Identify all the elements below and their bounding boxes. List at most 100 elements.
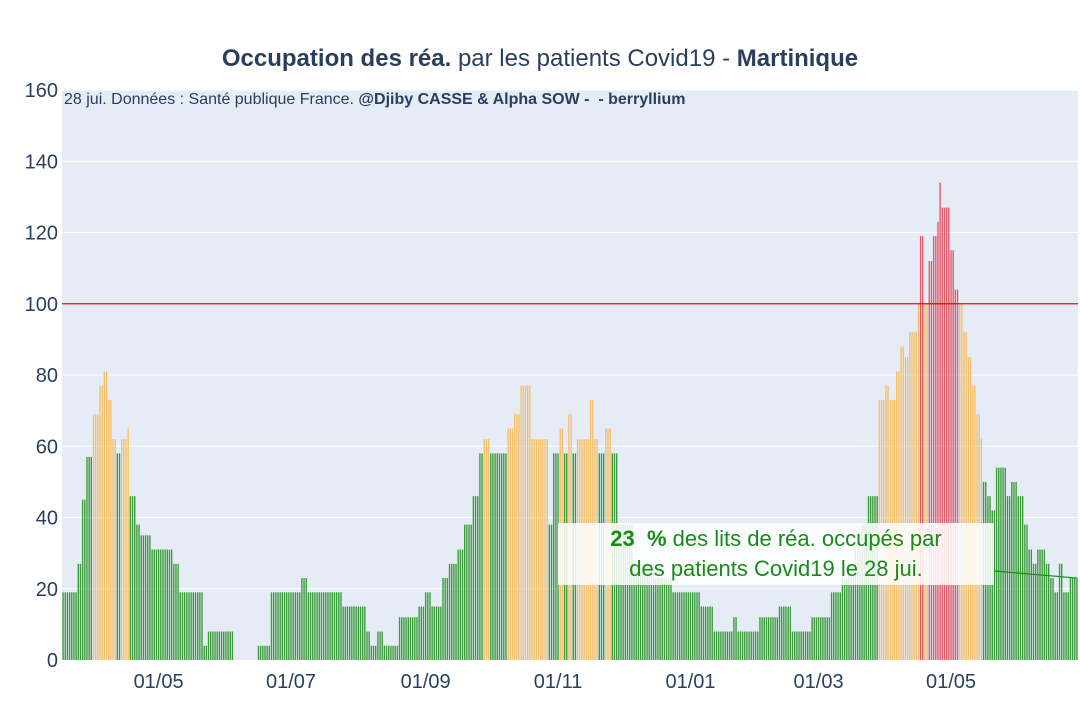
bar xyxy=(162,549,164,660)
bar xyxy=(214,631,216,660)
bar xyxy=(140,535,142,660)
bar xyxy=(722,631,724,660)
bar xyxy=(672,592,674,660)
bar xyxy=(275,592,277,660)
bar xyxy=(865,524,868,661)
bar xyxy=(648,563,650,660)
bar xyxy=(715,631,718,660)
bar xyxy=(709,606,711,660)
bar xyxy=(820,617,822,660)
bar xyxy=(268,645,271,660)
bar xyxy=(123,439,125,661)
bar xyxy=(909,332,911,660)
bar xyxy=(448,563,451,660)
bar xyxy=(796,631,798,660)
bar xyxy=(900,346,902,660)
bar xyxy=(181,592,184,660)
bar xyxy=(487,439,490,661)
bar xyxy=(676,592,679,660)
bar xyxy=(904,357,907,660)
bar xyxy=(737,631,739,660)
bar xyxy=(416,617,418,660)
bar xyxy=(774,617,776,660)
bar xyxy=(642,563,644,660)
bar xyxy=(998,467,1000,661)
y-tick-label: 80 xyxy=(36,365,58,387)
y-tick-label: 0 xyxy=(47,650,58,672)
bar xyxy=(941,207,944,660)
bar xyxy=(283,592,286,660)
bar xyxy=(353,606,355,660)
bar xyxy=(689,592,692,660)
subtitle-source: 28 jui. Données : Santé publique France. xyxy=(64,91,358,108)
bar xyxy=(266,645,268,660)
bar xyxy=(670,578,672,660)
bar xyxy=(659,578,661,660)
bar xyxy=(950,250,952,660)
bar xyxy=(490,453,492,661)
bar xyxy=(817,617,820,660)
bar xyxy=(227,631,229,660)
bar xyxy=(418,606,420,660)
bar xyxy=(744,631,746,660)
bar xyxy=(828,617,831,660)
bar xyxy=(794,631,796,660)
bar xyxy=(1019,496,1022,661)
bar xyxy=(290,592,292,660)
x-tick-label: 01/03 xyxy=(794,671,844,693)
bar xyxy=(1048,563,1050,660)
bar xyxy=(789,606,792,660)
bar xyxy=(839,592,841,660)
y-tick-label: 120 xyxy=(25,223,58,245)
bar xyxy=(1015,481,1017,661)
bar xyxy=(481,453,483,661)
bar xyxy=(930,261,933,660)
bar xyxy=(318,592,320,660)
bar xyxy=(961,303,963,660)
x-tick-label: 01/09 xyxy=(401,671,451,693)
bar xyxy=(231,631,234,660)
bar xyxy=(305,578,307,660)
bar xyxy=(351,606,353,660)
bar xyxy=(1008,496,1011,661)
bar xyxy=(668,578,670,660)
bar xyxy=(1061,563,1063,660)
bar xyxy=(325,592,327,660)
x-tick-label: 01/05 xyxy=(134,671,184,693)
bar xyxy=(1045,563,1048,660)
x-tick-label: 01/11 xyxy=(534,671,583,693)
bar xyxy=(548,524,551,661)
bar xyxy=(919,236,922,660)
bar xyxy=(665,578,668,660)
bar xyxy=(811,617,813,660)
bar xyxy=(116,453,119,661)
bar xyxy=(340,592,342,660)
bar xyxy=(86,456,88,660)
bar xyxy=(218,631,221,660)
bar xyxy=(90,456,92,660)
bar xyxy=(752,631,755,660)
bar xyxy=(720,631,722,660)
bar xyxy=(507,428,509,660)
bar xyxy=(674,592,676,660)
bar xyxy=(383,645,386,660)
bar xyxy=(155,549,158,660)
bar xyxy=(205,645,208,660)
bar xyxy=(168,549,171,660)
bar xyxy=(270,592,273,660)
bar xyxy=(835,592,837,660)
bar xyxy=(437,606,440,660)
bar xyxy=(650,563,653,660)
bar xyxy=(101,385,103,660)
bar xyxy=(731,631,733,660)
bar xyxy=(911,332,913,660)
bar xyxy=(926,303,928,660)
bar xyxy=(854,549,857,660)
bar xyxy=(500,453,503,661)
bar xyxy=(856,549,859,660)
bar xyxy=(1058,563,1061,660)
bar xyxy=(837,592,839,660)
bar xyxy=(66,592,69,660)
bar xyxy=(954,289,957,660)
bar xyxy=(138,524,140,661)
